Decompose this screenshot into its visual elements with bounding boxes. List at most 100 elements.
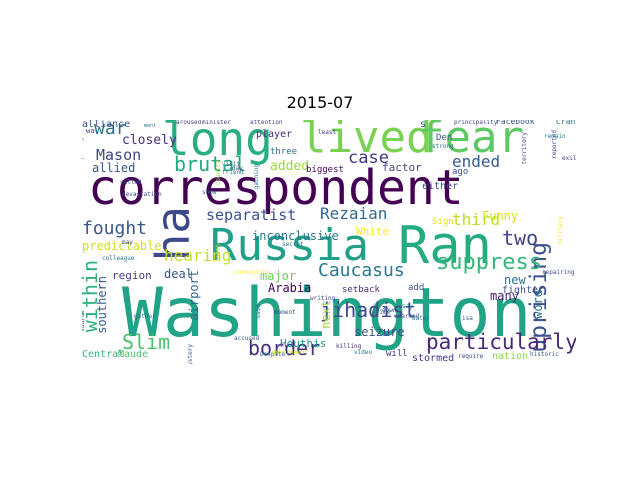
cloud-word: say — [402, 303, 413, 310]
cloud-word: Russia — [210, 220, 369, 271]
cloud-word: Arabia — [268, 281, 312, 295]
cloud-word: friend — [222, 169, 244, 176]
cloud-word: Washington — [122, 274, 532, 353]
cloud-word: s — [420, 120, 427, 130]
cloud-word: strong — [432, 143, 454, 150]
cloud-word: correspondent — [88, 160, 464, 216]
cloud-word: will — [386, 349, 408, 359]
cloud-word: territory — [521, 132, 528, 165]
cloud-word: country — [215, 160, 222, 186]
cloud-word: long — [162, 120, 273, 166]
cloud-word: deal — [164, 267, 193, 281]
cloud-word: Sign — [432, 217, 454, 227]
cloud-word: new — [504, 273, 526, 287]
cloud-word: minister — [202, 120, 231, 126]
cloud-word: espionage — [82, 134, 84, 167]
cloud-word: south — [215, 244, 222, 263]
cloud-word: three — [270, 147, 298, 157]
cloud-word: add — [408, 283, 425, 293]
cloud-word: moment — [274, 309, 296, 316]
cloud-word: unarmed — [394, 313, 420, 320]
cloud-word: down — [382, 307, 397, 314]
cloud-word: added — [270, 159, 310, 174]
cloud-word: called — [120, 179, 142, 186]
cloud-word: fighter — [502, 285, 545, 296]
cloud-word: allied — [92, 161, 136, 175]
cloud-word: separatist — [206, 206, 297, 224]
cloud-word: case — [348, 148, 389, 168]
cloud-word: government — [272, 349, 309, 356]
cloud-word: connection — [234, 269, 271, 276]
cloud-word: ment — [144, 123, 157, 129]
cloud-word: exiled — [562, 155, 576, 162]
cloud-word: war — [94, 120, 127, 139]
cloud-word: biggest — [306, 165, 344, 175]
cloud-word: brutal — [174, 152, 247, 176]
cloud-word: Slim — [122, 330, 171, 354]
cloud-word: Den — [436, 133, 453, 143]
cloud-word: prime — [372, 309, 391, 316]
cloud-word: visit — [222, 161, 241, 168]
cloud-word: lived — [300, 120, 433, 163]
cloud-word: military — [557, 216, 564, 245]
cloud-word: gaining — [253, 164, 260, 190]
cloud-word: mystery — [187, 344, 194, 364]
cloud-word: ago — [452, 167, 469, 177]
cloud-word: fear — [418, 120, 524, 163]
cloud-word: historic — [530, 351, 559, 358]
cloud-word: seizure — [354, 325, 405, 339]
cloud-word: inconclusive — [252, 229, 339, 243]
cloud-word: factor — [382, 161, 422, 174]
cloud-word: two — [502, 226, 539, 250]
cloud-word: border — [248, 336, 321, 360]
cloud-word: ended — [452, 152, 501, 171]
cloud-word: video — [354, 349, 373, 356]
cloud-word: show — [202, 189, 217, 196]
cloud-word: setback — [342, 285, 380, 295]
cloud-word: many — [490, 289, 519, 303]
cloud-word: day — [232, 165, 243, 172]
cloud-word: nation — [492, 351, 529, 362]
cloud-word: writing — [310, 295, 336, 302]
cloud-word: suppress — [436, 250, 542, 275]
cloud-word: Central — [82, 349, 125, 360]
cloud-word: require — [458, 353, 484, 360]
cloud-word: Maude — [118, 349, 149, 360]
cloud-word: killing — [336, 343, 362, 350]
cloud-word: gather — [134, 313, 156, 320]
cloud-word: Caucasus — [318, 260, 405, 281]
cloud-word: next — [319, 300, 333, 329]
chart-title: 2015-07 — [286, 93, 354, 112]
cloud-word: third — [452, 210, 501, 229]
cloud-word: principality — [454, 120, 498, 126]
cloud-word: least — [318, 129, 337, 136]
cloud-word: Facebook — [496, 120, 535, 126]
cloud-word: Houthis — [280, 337, 327, 350]
cloud-word: isa — [462, 315, 473, 322]
cloud-word: colleague — [102, 255, 135, 262]
cloud-word: hearing — [164, 246, 232, 265]
cloud-word: major — [260, 269, 297, 283]
cloud-word: alliance — [82, 120, 131, 130]
cloud-word: devastation — [122, 191, 162, 198]
cloud-word: Despite — [260, 351, 286, 358]
cloud-word: region — [112, 269, 152, 282]
cloud-word: Ran — [398, 216, 492, 276]
cloud-word: secret — [282, 241, 304, 248]
cloud-word: predictable — [82, 239, 162, 253]
cloud-word: said — [255, 304, 262, 319]
cloud-word: Mason — [96, 146, 142, 164]
cloud-word: water — [412, 315, 431, 322]
cloud-word: White — [356, 225, 390, 238]
cloud-word: airport — [187, 270, 201, 321]
cloud-word: jihadist — [320, 298, 417, 322]
cloud-word: accused — [234, 335, 260, 342]
cloud-word: attention — [250, 120, 283, 126]
cloud-word: may — [122, 239, 133, 246]
cloud-word: either — [422, 181, 459, 192]
cloud-word: repairing — [542, 269, 575, 276]
word-cloud: Washington correspondent Russia Ran lived fea… — [82, 120, 576, 364]
cloud-word: remain — [544, 133, 566, 140]
cloud-word: closely — [122, 133, 177, 148]
cloud-word: southern — [95, 276, 109, 334]
